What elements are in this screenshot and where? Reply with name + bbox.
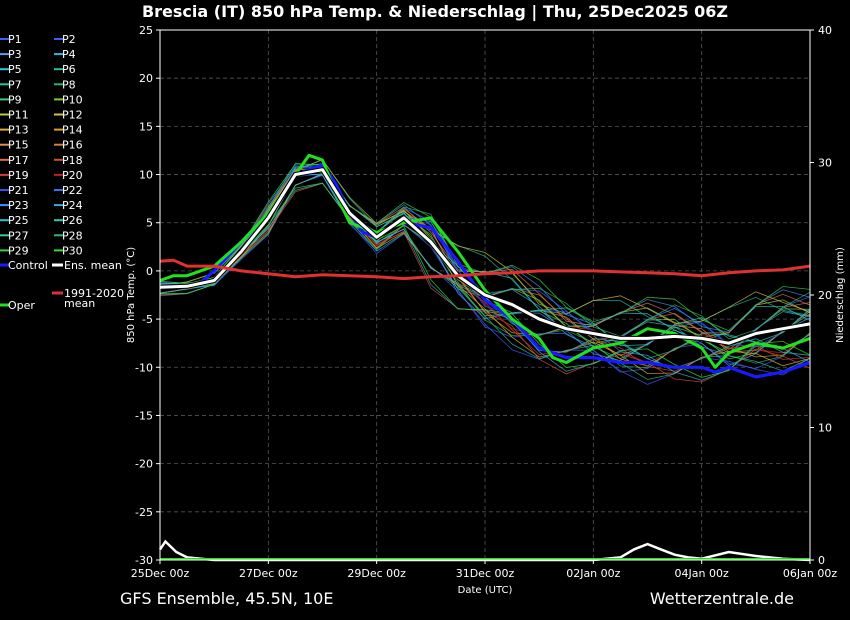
y-tick-label: 5 — [146, 217, 153, 230]
legend-label: P26 — [62, 214, 83, 227]
legend-label: P3 — [8, 48, 22, 61]
legend-label: P18 — [62, 154, 83, 167]
y2-tick-label: 40 — [818, 24, 832, 37]
legend-label: P14 — [62, 124, 83, 137]
legend-label: P27 — [8, 229, 29, 242]
legend-label: P12 — [62, 109, 83, 122]
legend-label: P28 — [62, 229, 83, 242]
x-tick-label: 02Jan 00z — [566, 567, 620, 580]
ensemble-member-line — [159, 167, 811, 350]
legend-label: P30 — [62, 244, 83, 257]
legend-label: P15 — [8, 139, 29, 152]
ensemble-member-line — [159, 167, 811, 334]
footer-model-info: GFS Ensemble, 45.5N, 10E — [120, 589, 333, 608]
ensemble-member-line — [159, 182, 811, 378]
ensemble-member-line — [159, 166, 811, 364]
y-tick-label: -15 — [135, 409, 153, 422]
legend-label: P9 — [8, 93, 22, 106]
x-tick-label: 04Jan 00z — [675, 567, 729, 580]
legend-label: P6 — [62, 63, 76, 76]
legend-label: P10 — [62, 93, 83, 106]
legend-label: P8 — [62, 78, 76, 91]
y2-tick-label: 0 — [818, 554, 825, 567]
y2-tick-label: 30 — [818, 157, 832, 170]
y2-tick-label: 20 — [818, 289, 832, 302]
legend-label: P11 — [8, 109, 29, 122]
legend: P1 P2 P3 P4 P5 P6 P7 P8 P9 P10 P11 P12 P13 P14 P15 P16 P… — [0, 33, 124, 312]
ensemble-member-line — [159, 173, 811, 374]
legend-label: P4 — [62, 48, 76, 61]
footer-source: Wetterzentrale.de — [650, 589, 794, 608]
legend-label: P17 — [8, 154, 29, 167]
legend-label: P16 — [62, 139, 83, 152]
y-tick-label: 25 — [139, 24, 153, 37]
highlight-lines — [159, 153, 811, 379]
y-tick-label: -10 — [135, 361, 153, 374]
legend-label: P20 — [62, 169, 83, 182]
legend-label: Oper — [8, 299, 35, 312]
legend-label: P13 — [8, 124, 29, 137]
legend-label: Control — [8, 259, 48, 272]
x-tick-label: 06Jan 00z — [783, 567, 837, 580]
legend-label: P24 — [62, 199, 83, 212]
legend-label: P2 — [62, 33, 76, 46]
legend-label: P22 — [62, 184, 83, 197]
y-tick-label: -30 — [135, 554, 153, 567]
y-axis-label: 850 hPa Temp. (°C) — [126, 247, 137, 343]
x-tick-label: 27Dec 00z — [239, 567, 298, 580]
y-tick-label: 20 — [139, 72, 153, 85]
ensemble-member-line — [159, 173, 811, 372]
series-line-oper — [159, 153, 811, 369]
y-axis-ticks: 25 20 15 10 5 0 -5 -10 -15 -20 -25 -30 — [135, 24, 160, 567]
legend-label: P29 — [8, 244, 29, 257]
chart-title: Brescia (IT) 850 hPa Temp. & Niederschla… — [142, 2, 728, 22]
x-axis-label: Date (UTC) — [458, 585, 513, 596]
legend-label: P19 — [8, 169, 29, 182]
y-tick-label: -25 — [135, 506, 153, 519]
x-tick-label: 25Dec 00z — [131, 567, 190, 580]
legend-label: P25 — [8, 214, 29, 227]
series-line-1991-2020-mean — [159, 258, 811, 281]
legend-label: P1 — [8, 33, 22, 46]
y2-tick-label: 10 — [818, 422, 832, 435]
y2-axis-ticks: 40 30 20 10 0 — [810, 24, 832, 567]
x-tick-label: 31Dec 00z — [456, 567, 515, 580]
legend-label: P5 — [8, 63, 22, 76]
y-tick-label: 10 — [139, 169, 153, 182]
x-axis-ticks: 25Dec 00z 27Dec 00z 29Dec 00z 31Dec 00z 02Ja… — [131, 560, 837, 580]
legend-label: P7 — [8, 78, 22, 91]
legend-label: mean — [64, 297, 95, 310]
y-tick-label: 15 — [139, 120, 153, 133]
legend-label: P21 — [8, 184, 29, 197]
x-tick-label: 29Dec 00z — [347, 567, 406, 580]
legend-label: 1991-2020 — [64, 287, 124, 300]
y2-axis-label: Niederschlag (mm) — [835, 247, 846, 343]
series-line-ens-mean — [159, 168, 811, 345]
y-tick-label: -20 — [135, 458, 153, 471]
legend-label: Ens. mean — [64, 259, 122, 272]
y-tick-label: 0 — [146, 265, 153, 278]
y-tick-label: -5 — [142, 313, 153, 326]
legend-label: P23 — [8, 199, 29, 212]
